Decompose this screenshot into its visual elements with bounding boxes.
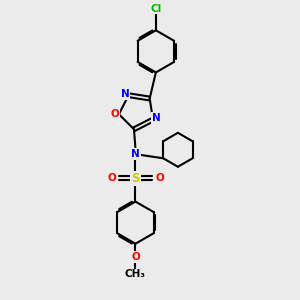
Text: O: O [155,173,164,183]
Text: N: N [152,113,161,123]
Text: O: O [110,109,119,119]
Text: O: O [107,173,116,183]
Text: N: N [121,89,130,99]
Text: Cl: Cl [150,4,161,14]
Text: O: O [131,252,140,262]
Text: N: N [131,149,140,159]
Text: S: S [131,172,140,185]
Text: CH₃: CH₃ [125,269,146,280]
